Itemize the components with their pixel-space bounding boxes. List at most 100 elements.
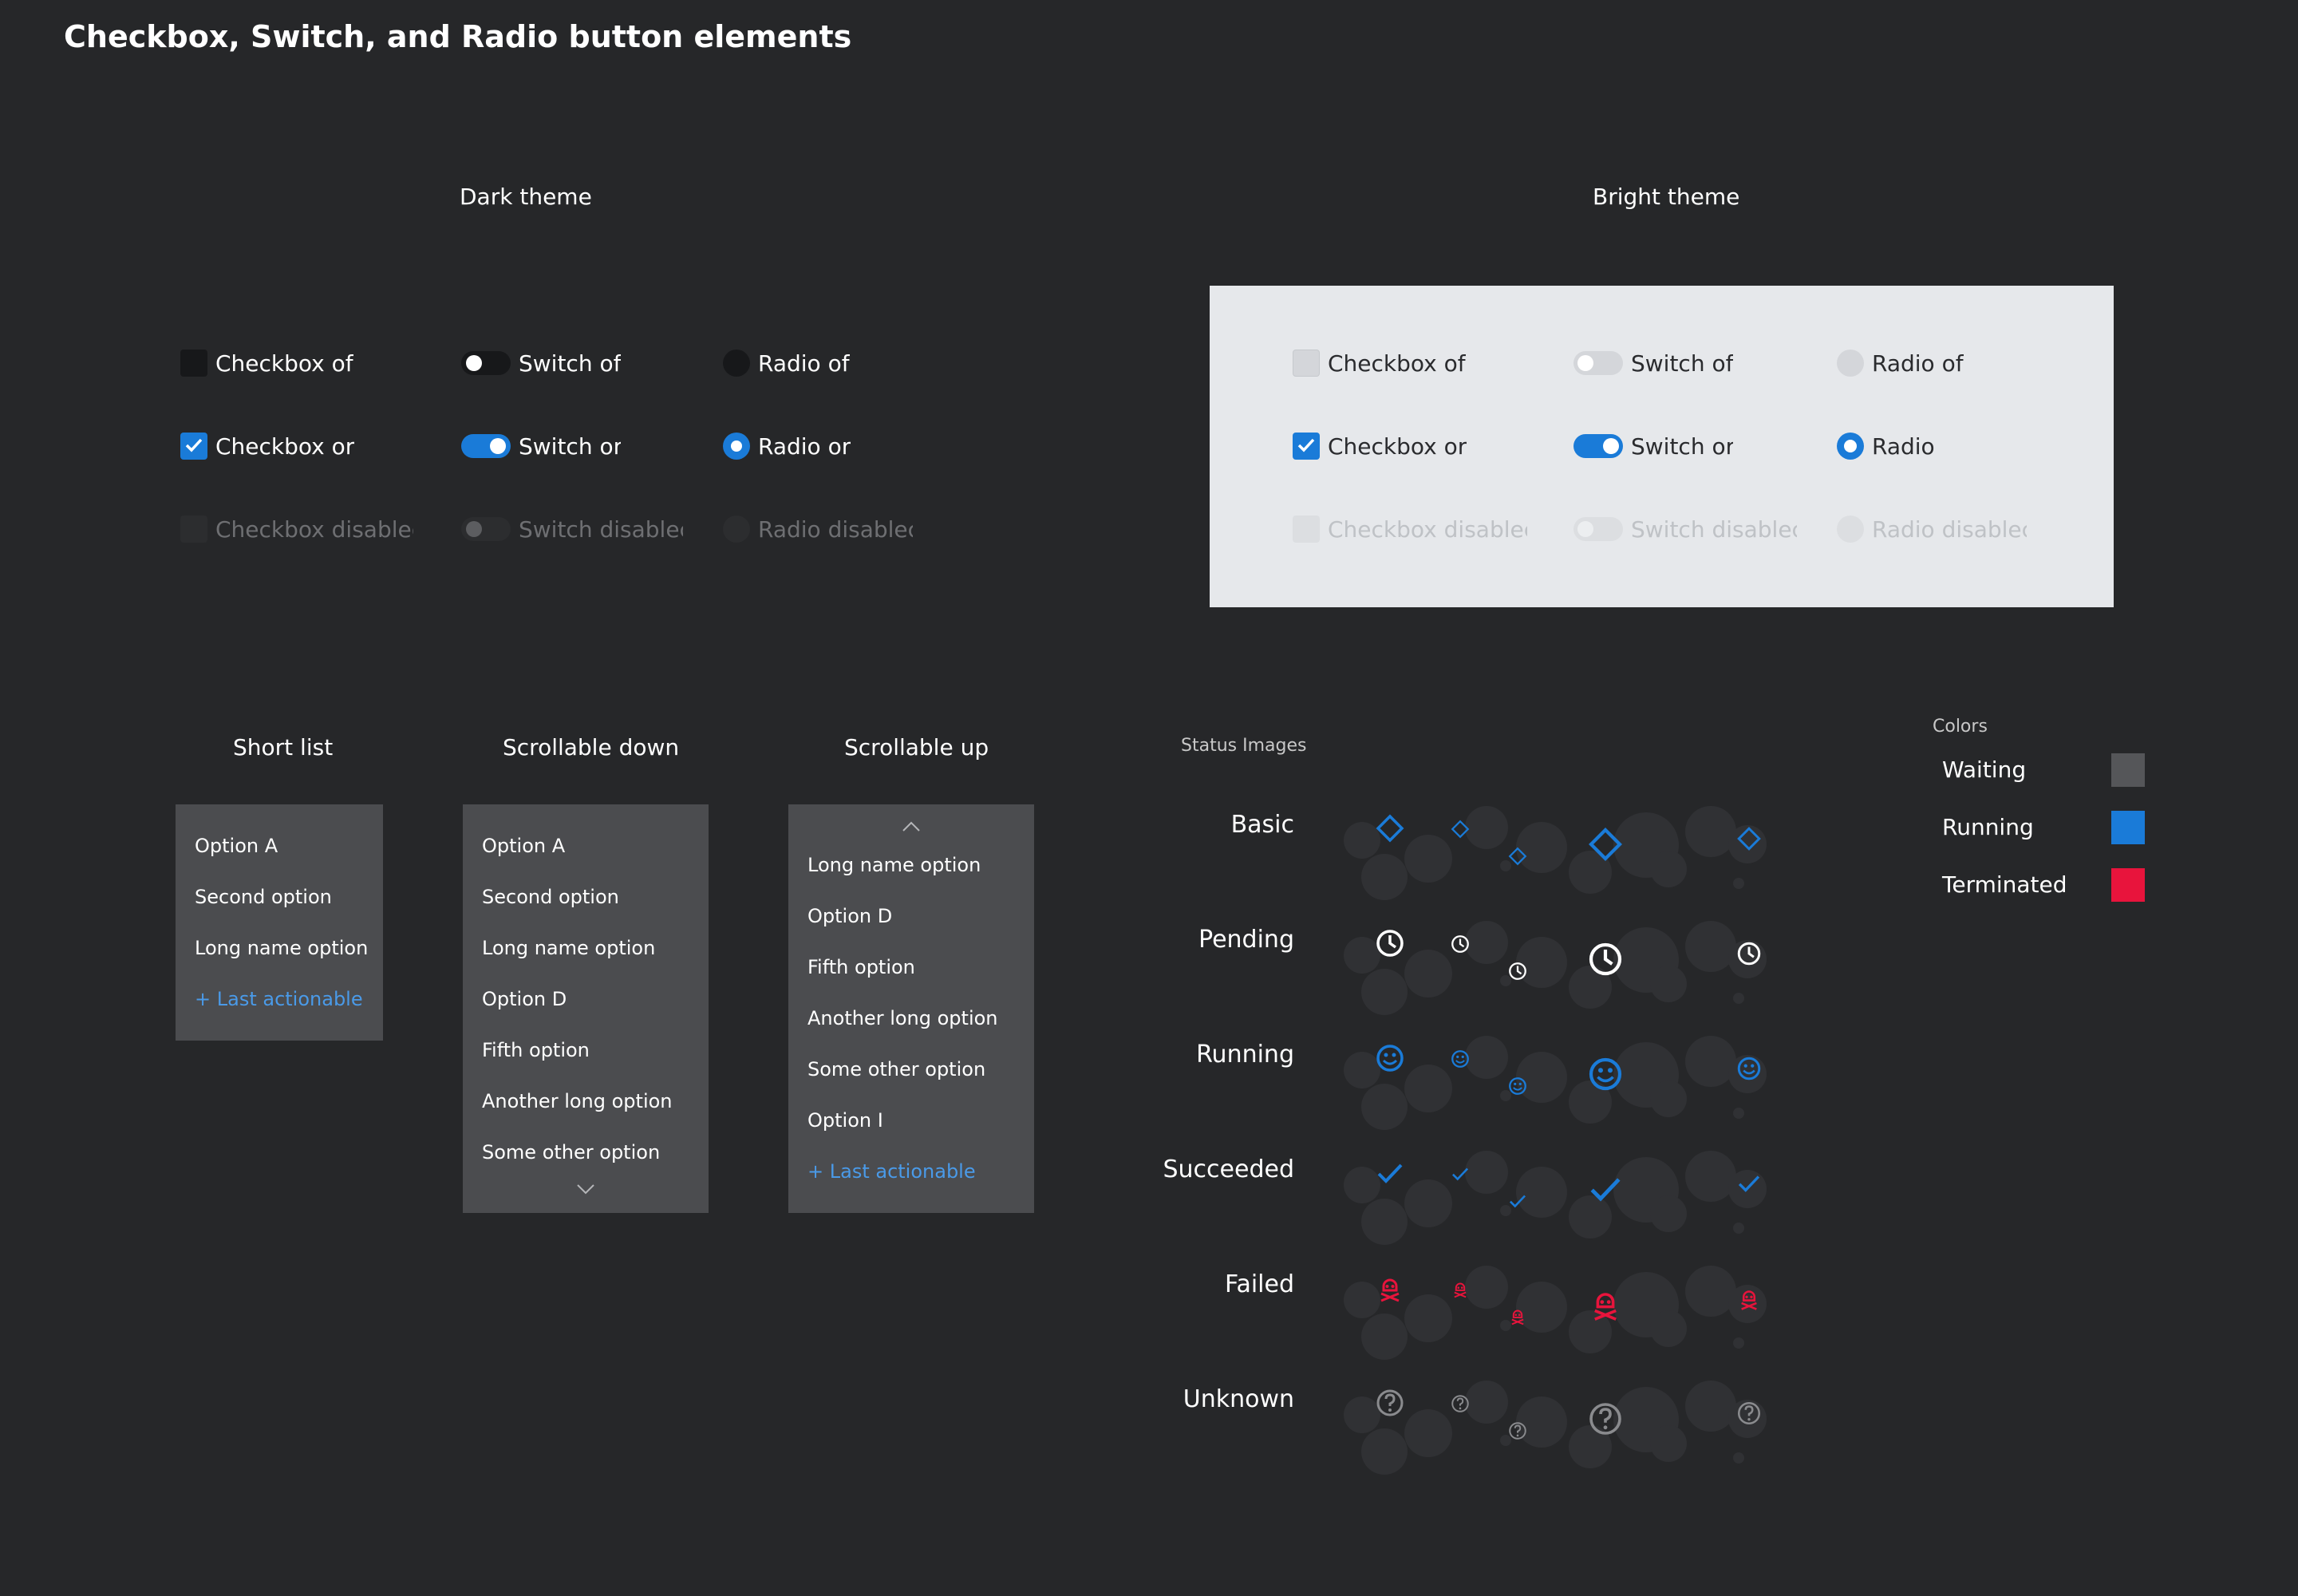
short-list-title: Short list	[233, 734, 334, 760]
skull-icon	[1735, 1285, 1763, 1315]
list-item[interactable]: Option D	[807, 905, 893, 927]
status-bg-blob	[1344, 1167, 1380, 1203]
switch-knob	[1603, 438, 1619, 454]
last-actionable-link[interactable]: + Last actionable	[807, 1160, 976, 1183]
switch-knob	[490, 438, 506, 454]
checkbox-box-checked[interactable]	[180, 433, 207, 460]
list-item[interactable]: Option A	[482, 835, 566, 857]
switch-label: Switch of	[519, 350, 621, 377]
checkbox-box-checked[interactable]	[1293, 433, 1320, 460]
list-item[interactable]: Second option	[482, 886, 619, 908]
smiley-icon	[1450, 1049, 1471, 1073]
swatch-running	[2111, 811, 2145, 844]
checkbox-label: Checkbox disablec	[1328, 516, 1527, 543]
checkbox-box[interactable]	[180, 350, 207, 377]
status-bg-blob	[1650, 851, 1687, 887]
list-item[interactable]: Some other option	[482, 1141, 661, 1163]
dark-switch-disabled: Switch disablec	[461, 511, 683, 547]
radio-label: Radio of	[1872, 350, 1964, 377]
bright-checkbox-off[interactable]: Checkbox of	[1293, 345, 1478, 381]
status-bg-blob	[1465, 1381, 1508, 1424]
bright-checkbox-disabled: Checkbox disablec	[1293, 511, 1527, 547]
switch-label: Switch disablec	[1631, 516, 1797, 543]
page-title: Checkbox, Switch, and Radio button eleme…	[64, 19, 852, 54]
dark-radio-on[interactable]: Radio or	[723, 428, 875, 464]
status-bg-blob	[1465, 1266, 1508, 1309]
status-label-succeeded: Succeeded	[1163, 1156, 1294, 1183]
check-icon	[1374, 1157, 1406, 1192]
switch-track[interactable]	[1573, 351, 1623, 375]
status-bg-blob	[1516, 1167, 1567, 1218]
bright-radio-on[interactable]: Radio	[1837, 428, 1988, 464]
status-bg-blob	[1685, 1266, 1736, 1317]
switch-label: Switch or	[519, 433, 621, 460]
radio-circle[interactable]	[723, 350, 750, 377]
clock-icon	[1450, 934, 1471, 958]
list-item[interactable]: Long name option	[807, 854, 981, 876]
checkbox-label: Checkbox or	[215, 433, 355, 460]
switch-track-disabled	[1573, 517, 1623, 541]
checkbox-box[interactable]	[1293, 350, 1320, 377]
dark-switch-on[interactable]: Switch or	[461, 428, 621, 464]
status-bg-blob	[1685, 806, 1736, 857]
bright-switch-off[interactable]: Switch of	[1573, 345, 1733, 381]
list-item[interactable]: Option A	[195, 835, 278, 857]
bright-switch-on[interactable]: Switch or	[1573, 428, 1733, 464]
last-actionable-link[interactable]: + Last actionable	[195, 988, 363, 1010]
radio-circle-selected[interactable]	[723, 433, 750, 460]
list-item[interactable]: Long name option	[195, 937, 369, 959]
dark-theme-title: Dark theme	[460, 184, 592, 210]
dark-checkbox-off[interactable]: Checkbox of	[180, 345, 364, 381]
check-icon	[1586, 1170, 1625, 1211]
chevron-down-icon[interactable]	[576, 1183, 595, 1195]
diamond-icon	[1507, 846, 1528, 870]
chevron-up-icon[interactable]	[902, 820, 921, 833]
status-bg-blob	[1465, 1151, 1508, 1194]
list-item[interactable]: Another long option	[807, 1007, 998, 1029]
radio-circle-disabled	[723, 516, 750, 543]
switch-label: Switch of	[1631, 350, 1733, 377]
bright-checkbox-on[interactable]: Checkbox or	[1293, 428, 1478, 464]
status-bg-blob	[1650, 1425, 1687, 1462]
list-item[interactable]: Option D	[482, 988, 567, 1010]
question-icon	[1735, 1400, 1763, 1430]
checkbox-label: Checkbox of	[1328, 350, 1466, 377]
dark-radio-disabled: Radio disablec	[723, 511, 913, 547]
radio-circle[interactable]	[1837, 350, 1864, 377]
dark-switch-off[interactable]: Switch of	[461, 345, 621, 381]
list-item[interactable]: Some other option	[807, 1058, 986, 1080]
radio-circle-selected[interactable]	[1837, 433, 1864, 460]
checkbox-label: Checkbox of	[215, 350, 353, 377]
switch-knob	[466, 355, 482, 371]
switch-track[interactable]	[461, 351, 511, 375]
question-icon	[1374, 1387, 1406, 1422]
list-item[interactable]: Second option	[195, 886, 332, 908]
switch-track-on[interactable]	[1573, 434, 1623, 458]
list-item[interactable]: Option I	[807, 1109, 883, 1132]
list-item[interactable]: Another long option	[482, 1090, 673, 1112]
list-item[interactable]: Long name option	[482, 937, 656, 959]
status-bg-blob	[1465, 1036, 1508, 1079]
status-bg-blob	[1685, 921, 1736, 972]
list-item[interactable]: Fifth option	[482, 1039, 590, 1061]
dark-checkbox-on[interactable]: Checkbox or	[180, 428, 364, 464]
clock-icon	[1507, 961, 1528, 985]
list-item[interactable]: Fifth option	[807, 956, 915, 978]
status-bg-blob	[1650, 1080, 1687, 1117]
smiley-icon	[1735, 1055, 1763, 1085]
status-bg-blob	[1361, 854, 1408, 900]
skull-icon	[1374, 1272, 1406, 1307]
status-bg-blob	[1733, 878, 1744, 889]
status-bg-blob	[1344, 1396, 1380, 1433]
bright-radio-off[interactable]: Radio of	[1837, 345, 1988, 381]
switch-track-on[interactable]	[461, 434, 511, 458]
colors-title: Colors	[1933, 717, 1988, 737]
status-bg-blob	[1404, 1294, 1452, 1342]
dark-radio-off[interactable]: Radio of	[723, 345, 875, 381]
status-bg-blob	[1344, 1052, 1380, 1088]
status-bg-blob	[1516, 1052, 1567, 1103]
checkbox-box-disabled	[180, 516, 207, 543]
scroll-up-dropdown: Long name option Option D Fifth option A…	[788, 804, 1034, 1213]
smiley-icon	[1507, 1076, 1528, 1100]
status-bg-blob	[1361, 1428, 1408, 1475]
